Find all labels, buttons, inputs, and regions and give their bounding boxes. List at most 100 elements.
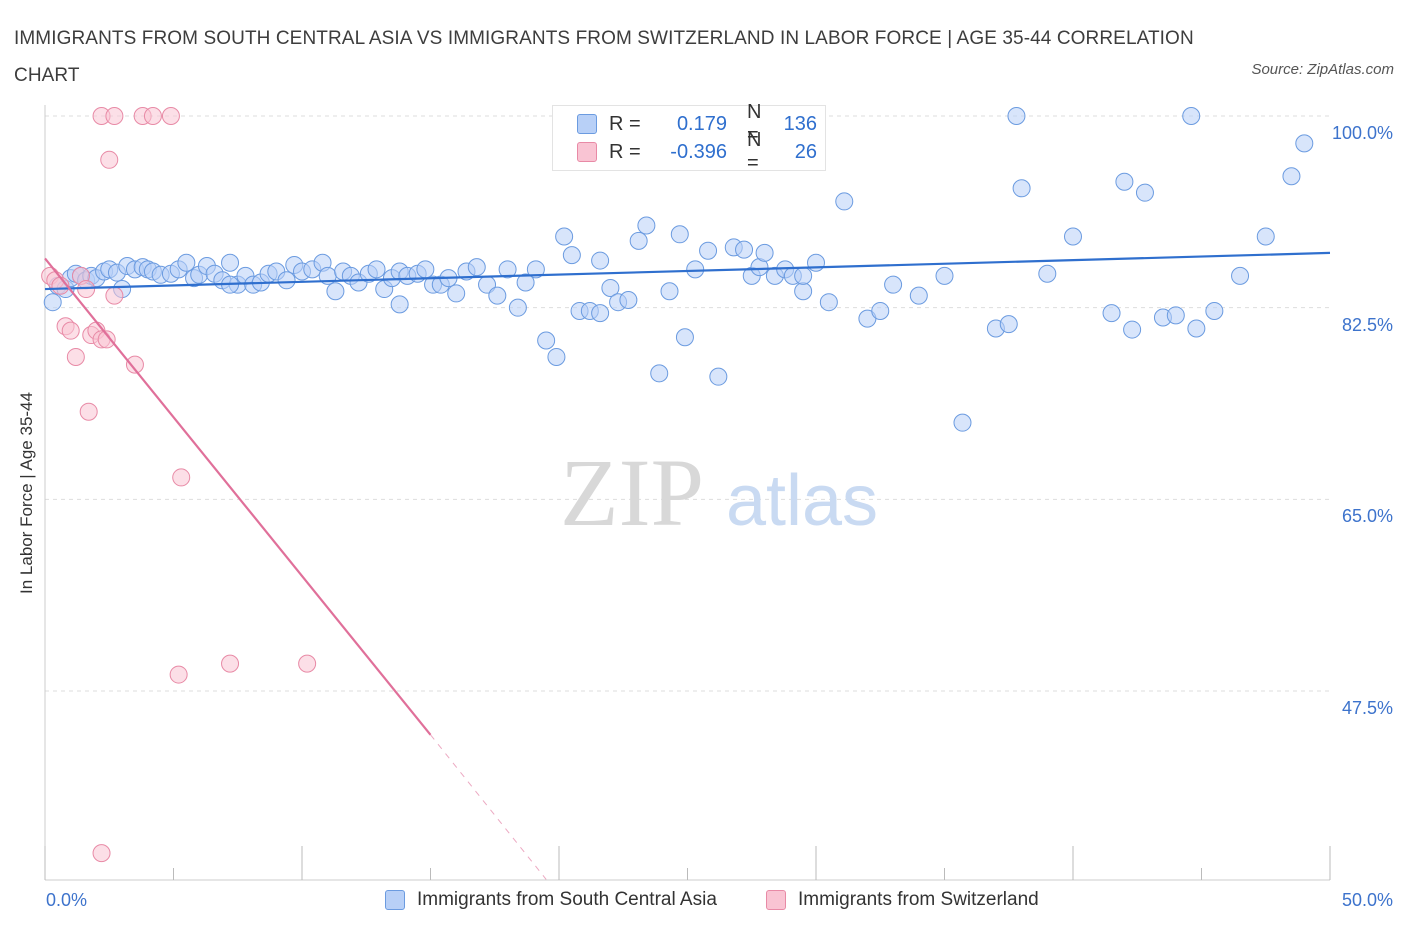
point-south-central-asia bbox=[601, 278, 620, 297]
point-south-central-asia bbox=[1135, 183, 1154, 202]
point-switzerland bbox=[298, 654, 317, 673]
point-south-central-asia bbox=[1007, 107, 1026, 125]
point-switzerland bbox=[92, 844, 111, 863]
point-south-central-asia bbox=[709, 367, 728, 386]
point-switzerland bbox=[97, 330, 116, 349]
point-south-central-asia bbox=[416, 260, 435, 279]
point-south-central-asia bbox=[555, 227, 574, 246]
point-south-central-asia bbox=[367, 260, 386, 279]
point-south-central-asia bbox=[909, 286, 928, 305]
legend-item-switzerland[interactable]: Immigrants from Switzerland bbox=[766, 889, 1039, 911]
point-south-central-asia bbox=[591, 251, 610, 270]
point-south-central-asia bbox=[735, 240, 754, 259]
point-south-central-asia bbox=[547, 347, 566, 366]
point-south-central-asia bbox=[1064, 227, 1082, 246]
point-switzerland bbox=[100, 150, 119, 169]
n-value: 26 bbox=[794, 140, 817, 163]
point-south-central-asia bbox=[884, 275, 903, 294]
point-switzerland bbox=[161, 107, 180, 125]
blue-swatch-icon bbox=[385, 890, 405, 910]
points-layer bbox=[41, 107, 1314, 863]
blue-swatch-icon bbox=[577, 114, 597, 134]
axes-layer bbox=[44, 105, 1331, 881]
point-south-central-asia bbox=[660, 282, 679, 301]
point-switzerland bbox=[105, 107, 124, 125]
point-south-central-asia bbox=[591, 304, 610, 323]
point-switzerland bbox=[79, 402, 98, 421]
point-switzerland bbox=[66, 347, 85, 366]
stats-legend: R = 0.179 N = 136 R = -0.396 N = 26 bbox=[552, 101, 826, 174]
point-south-central-asia bbox=[686, 260, 705, 279]
point-south-central-asia bbox=[537, 331, 556, 350]
point-south-central-asia bbox=[819, 293, 838, 312]
trendline-switzerland-extension bbox=[430, 734, 547, 880]
point-south-central-asia bbox=[221, 253, 240, 272]
point-switzerland bbox=[125, 355, 144, 374]
point-south-central-asia bbox=[794, 282, 813, 301]
point-south-central-asia bbox=[935, 266, 954, 285]
point-south-central-asia bbox=[1256, 227, 1275, 246]
grid-layer bbox=[45, 115, 1330, 692]
point-south-central-asia bbox=[619, 291, 638, 309]
point-south-central-asia bbox=[1038, 264, 1057, 283]
point-south-central-asia bbox=[699, 241, 718, 260]
point-south-central-asia bbox=[1282, 167, 1301, 186]
point-south-central-asia bbox=[1123, 320, 1142, 339]
point-south-central-asia bbox=[508, 298, 527, 317]
point-south-central-asia bbox=[650, 364, 669, 383]
y-tick-label: 65.0% bbox=[1341, 506, 1393, 527]
trendline-south-central-asia bbox=[44, 251, 1331, 291]
r-label: R = bbox=[609, 112, 641, 135]
r-value: 0.179 bbox=[676, 112, 727, 135]
n-value: 136 bbox=[783, 112, 817, 135]
point-south-central-asia bbox=[1166, 306, 1185, 325]
point-south-central-asia bbox=[1231, 266, 1250, 285]
point-south-central-asia bbox=[447, 284, 466, 303]
x-tick-label: 50.0% bbox=[1341, 890, 1393, 910]
legend-label: Immigrants from South Central Asia bbox=[417, 889, 717, 910]
point-south-central-asia bbox=[177, 253, 196, 272]
trendline-switzerland bbox=[44, 257, 432, 736]
x-tick-label: 0.0% bbox=[46, 890, 88, 910]
point-south-central-asia bbox=[1182, 107, 1201, 125]
point-south-central-asia bbox=[1012, 179, 1031, 198]
point-switzerland bbox=[221, 654, 240, 673]
point-south-central-asia bbox=[755, 243, 774, 262]
point-south-central-asia bbox=[1115, 172, 1134, 191]
point-south-central-asia bbox=[562, 246, 581, 265]
point-south-central-asia bbox=[675, 328, 694, 347]
source-label: Source: ZipAtlas.com bbox=[1251, 61, 1394, 78]
point-south-central-asia bbox=[871, 301, 890, 320]
point-south-central-asia bbox=[277, 271, 296, 290]
point-south-central-asia bbox=[43, 293, 62, 312]
series-legend: Immigrants from South Central Asia Immig… bbox=[0, 889, 1406, 915]
pink-swatch-icon bbox=[766, 890, 786, 910]
point-south-central-asia bbox=[526, 260, 545, 279]
point-south-central-asia bbox=[467, 258, 486, 277]
trend-layer bbox=[44, 251, 1331, 880]
point-south-central-asia bbox=[488, 286, 507, 305]
legend-item-south-central-asia[interactable]: Immigrants from South Central Asia bbox=[385, 889, 717, 911]
watermark: ZIP atlas bbox=[560, 439, 878, 546]
point-switzerland bbox=[61, 321, 80, 340]
stats-row-south-central-asia: R = 0.179 N = 136 bbox=[577, 101, 817, 146]
y-tick-label: 82.5% bbox=[1341, 314, 1393, 335]
y-tick-label: 47.5% bbox=[1341, 698, 1393, 718]
point-south-central-asia bbox=[498, 260, 517, 279]
point-switzerland bbox=[105, 286, 124, 305]
point-south-central-asia bbox=[1205, 301, 1224, 320]
point-south-central-asia bbox=[1102, 304, 1121, 323]
n-label: N = bbox=[747, 101, 762, 146]
point-south-central-asia bbox=[999, 315, 1018, 334]
point-south-central-asia bbox=[516, 273, 535, 292]
watermark-zip: ZIP bbox=[560, 439, 704, 546]
point-south-central-asia bbox=[807, 253, 825, 272]
pink-swatch-icon bbox=[577, 142, 597, 162]
point-south-central-asia bbox=[794, 266, 813, 285]
r-value: -0.396 bbox=[670, 140, 727, 163]
point-south-central-asia bbox=[326, 282, 345, 301]
point-south-central-asia bbox=[953, 413, 972, 432]
legend-label: Immigrants from Switzerland bbox=[798, 889, 1039, 910]
point-south-central-asia bbox=[390, 295, 409, 314]
chart-title: IMMIGRANTS FROM SOUTH CENTRAL ASIA VS IM… bbox=[14, 28, 1194, 86]
